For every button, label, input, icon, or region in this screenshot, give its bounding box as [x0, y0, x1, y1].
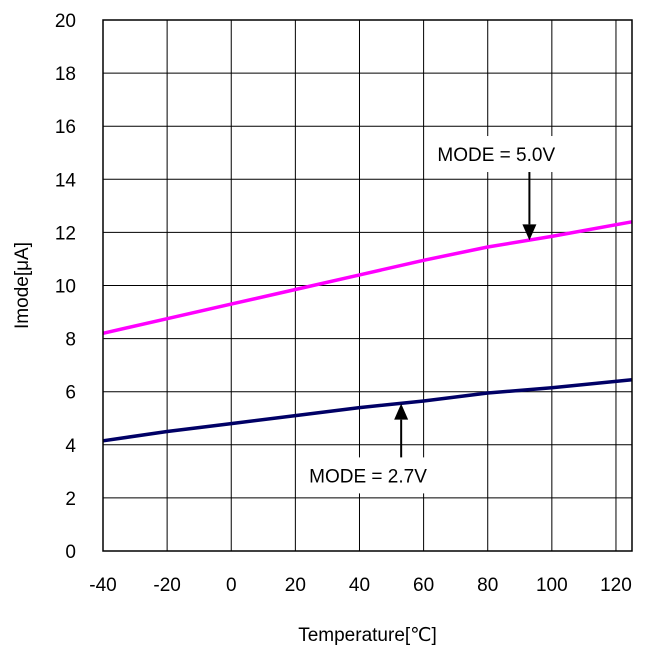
- annotation-label: MODE = 2.7V: [309, 466, 427, 487]
- y-tick-label: 6: [65, 383, 76, 404]
- x-tick-label: 0: [226, 575, 237, 596]
- y-tick-label: 8: [65, 330, 76, 351]
- x-tick-label: 100: [536, 575, 568, 596]
- y-tick-label: 4: [65, 436, 76, 457]
- series-line-0: [102, 220, 633, 336]
- annotation-layer: MODE = 5.0V MODE = 2.7V: [301, 136, 610, 494]
- y-tick-labels: 0 2 4 6 8 10 12 14 16 18 20: [55, 11, 77, 563]
- y-axis-label: Imode[μA]: [12, 242, 33, 329]
- series-layer: [102, 220, 633, 443]
- x-tick-label: 40: [349, 575, 370, 596]
- x-tick-label: 60: [413, 575, 434, 596]
- x-axis-label: Temperature[℃]: [298, 625, 437, 646]
- y-tick-label: 14: [55, 170, 77, 191]
- y-tick-label: 12: [55, 223, 76, 244]
- x-tick-label: -20: [153, 575, 180, 596]
- annotation-background: [429, 136, 610, 173]
- x-tick-label: 80: [477, 575, 498, 596]
- y-tick-label: 2: [65, 489, 76, 510]
- annotation-arrow-head: [394, 403, 409, 420]
- y-tick-label: 20: [55, 11, 76, 32]
- grid: [102, 19, 632, 552]
- x-tick-label: 120: [600, 575, 632, 596]
- y-tick-label: 16: [55, 117, 76, 138]
- y-tick-label: 10: [55, 277, 76, 298]
- y-tick-label: 18: [55, 64, 76, 85]
- annotation-background: [301, 457, 482, 494]
- series-line-1: [102, 378, 633, 443]
- annotation-label: MODE = 5.0V: [437, 145, 555, 166]
- y-tick-label: 0: [65, 542, 76, 563]
- x-tick-label: -40: [89, 575, 116, 596]
- annotation-arrow-head: [522, 224, 537, 241]
- plot-frame: [102, 19, 633, 552]
- x-tick-labels: -40 -20 0 20 40 60 80 100 120: [89, 575, 632, 596]
- x-tick-label: 20: [285, 575, 306, 596]
